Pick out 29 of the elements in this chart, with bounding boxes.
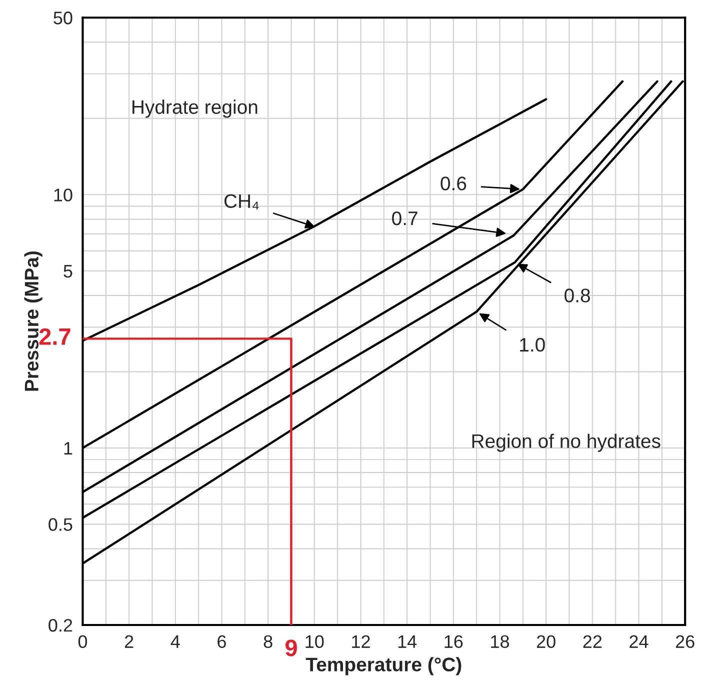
- y-tick-label: 1: [64, 442, 72, 455]
- x-tick-label: 10: [306, 635, 324, 648]
- annotation: 0.8: [564, 288, 590, 302]
- y-tick-label: 50: [54, 12, 72, 24]
- x-tick-label: 24: [630, 635, 648, 648]
- annotation: 9: [285, 640, 297, 656]
- annotation: 0.6: [440, 176, 466, 190]
- annotation: Region of no hydrates: [472, 434, 660, 452]
- x-tick-label: 12: [352, 635, 370, 648]
- x-tick-label: 14: [398, 635, 417, 648]
- y-tick-label: 5: [64, 265, 72, 278]
- y-tick-label: 10: [54, 188, 72, 202]
- x-tick-label: 6: [218, 635, 226, 648]
- x-tick-label: 4: [170, 635, 180, 648]
- x-tick-label: 20: [536, 635, 556, 648]
- annotation: 1.0: [520, 338, 545, 352]
- y-tick-label: 0.2: [48, 618, 72, 632]
- x-tick-label: 2: [124, 635, 134, 648]
- annotation: 0.7: [392, 211, 418, 226]
- x-axis-title: Temperature (°C): [306, 657, 462, 676]
- x-tick-label: 0: [78, 635, 88, 648]
- x-tick-label: 26: [676, 635, 694, 648]
- x-tick-label: 16: [444, 635, 463, 648]
- annotation: Hydrate region: [132, 100, 258, 118]
- x-tick-label: 18: [491, 635, 509, 648]
- x-tick-label: 8: [264, 635, 272, 648]
- x-tick-label: 22: [583, 635, 602, 648]
- y-tick-label: 0.5: [48, 518, 72, 531]
- annotation: CH₄: [224, 194, 259, 210]
